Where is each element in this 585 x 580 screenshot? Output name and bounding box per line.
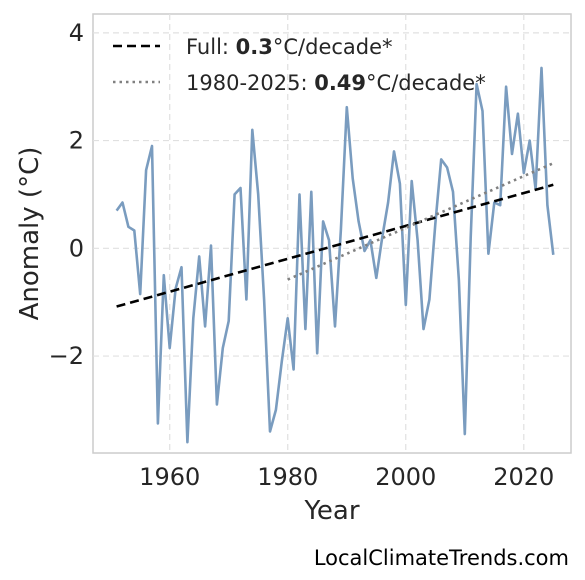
legend-prefix: Full:	[186, 35, 236, 59]
series-lines	[115, 66, 555, 444]
legend-value: 0.49	[314, 71, 366, 95]
x-tick-label: 2000	[375, 463, 436, 491]
y-axis-ticks: −2 0 2 4	[49, 19, 84, 370]
legend-label-1980-trend: 1980-2025: 0.49°C/decade*	[186, 71, 486, 95]
y-axis-title: Anomaly (°C)	[15, 147, 45, 321]
y-tick-label: 0	[69, 234, 84, 262]
x-tick-label: 1960	[139, 463, 200, 491]
legend-label-full-trend: Full: 0.3°C/decade*	[186, 35, 393, 59]
legend-prefix: 1980-2025:	[186, 71, 314, 95]
x-tick-label: 1980	[257, 463, 318, 491]
full-trend-line	[116, 183, 554, 308]
legend-value: 0.3	[236, 35, 273, 59]
trend-1980-2025-line	[287, 162, 554, 281]
site-credit: LocalClimateTrends.com	[313, 546, 569, 570]
y-tick-label: 2	[69, 127, 84, 155]
grid	[93, 14, 571, 453]
x-axis-title: Year	[303, 496, 359, 526]
legend-suffix: °C/decade*	[273, 35, 393, 59]
legend-suffix: °C/decade*	[366, 71, 486, 95]
x-axis-ticks: 1960 1980 2000 2020	[139, 463, 554, 491]
y-tick-label: 4	[69, 19, 84, 47]
anomaly-series-line	[115, 66, 555, 444]
y-tick-label: −2	[49, 342, 84, 370]
legend: Full: 0.3°C/decade* 1980-2025: 0.49°C/de…	[113, 35, 486, 95]
x-tick-label: 2020	[493, 463, 554, 491]
